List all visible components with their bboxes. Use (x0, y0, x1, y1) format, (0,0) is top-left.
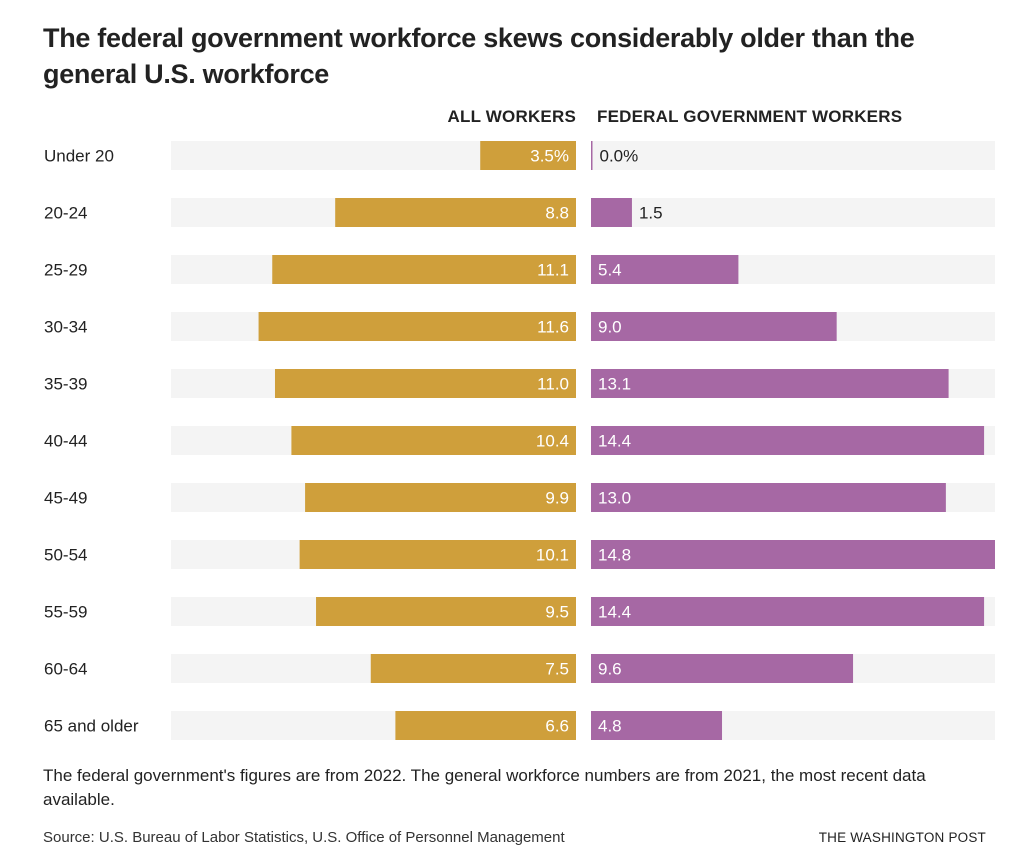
bar-federal-workers (591, 597, 985, 626)
bar-all-workers (316, 597, 576, 626)
value-label-federal-workers: 0.0% (600, 147, 639, 166)
value-label-all-workers: 11.1 (537, 261, 569, 280)
bar-federal-workers (591, 369, 949, 398)
category-label: 20-24 (44, 204, 87, 223)
chart-note: The federal government's figures are fro… (43, 766, 926, 809)
category-label: 45-49 (44, 489, 87, 508)
value-label-all-workers: 11.0 (537, 375, 569, 394)
bar-all-workers (305, 483, 576, 512)
value-label-all-workers: 7.5 (545, 660, 569, 679)
bar-federal-workers (591, 654, 854, 683)
bar-all-workers (274, 369, 576, 398)
value-label-all-workers: 10.4 (536, 432, 569, 451)
category-label: 55-59 (44, 603, 87, 622)
column-header-federal-workers: FEDERAL GOVERNMENT WORKERS (597, 107, 903, 126)
value-label-all-workers: 9.5 (545, 603, 569, 622)
bar-all-workers (395, 711, 576, 740)
value-label-federal-workers: 9.0 (598, 318, 622, 337)
category-label: 35-39 (44, 375, 87, 394)
value-label-all-workers: 8.8 (545, 204, 569, 223)
bar-federal-workers (591, 255, 739, 284)
value-label-federal-workers: 5.4 (598, 261, 622, 280)
value-label-all-workers: 6.6 (545, 717, 569, 736)
bar-all-workers (370, 654, 576, 683)
category-label: 50-54 (44, 546, 87, 565)
value-label-federal-workers: 9.6 (598, 660, 622, 679)
chart-source: Source: U.S. Bureau of Labor Statistics,… (43, 829, 565, 846)
bar-federal-workers (591, 426, 985, 455)
column-header-all-workers: ALL WORKERS (447, 107, 576, 126)
category-label: 25-29 (44, 261, 87, 280)
bar-federal-workers (591, 540, 995, 569)
category-label: 65 and older (44, 717, 139, 736)
category-label: 40-44 (44, 432, 87, 451)
bar-all-workers (258, 312, 576, 341)
value-label-all-workers: 9.9 (545, 489, 569, 508)
value-label-all-workers: 11.6 (537, 318, 569, 337)
category-label: 60-64 (44, 660, 87, 679)
category-label: Under 20 (44, 147, 114, 166)
bar-all-workers (335, 198, 576, 227)
track-federal-workers (591, 198, 995, 227)
chart-title: The federal government workforce skews c… (43, 23, 915, 89)
value-label-federal-workers: 1.5 (639, 204, 663, 223)
brand-credit: THE WASHINGTON POST (818, 830, 986, 845)
value-label-all-workers: 3.5% (530, 147, 569, 166)
bar-all-workers (299, 540, 576, 569)
value-label-federal-workers: 13.1 (598, 375, 631, 394)
value-label-federal-workers: 14.8 (598, 546, 631, 565)
bar-all-workers (272, 255, 576, 284)
value-label-federal-workers: 4.8 (598, 717, 622, 736)
bar-federal-workers (591, 198, 632, 227)
bar-all-workers (480, 141, 576, 170)
value-label-federal-workers: 14.4 (598, 603, 631, 622)
bar-federal-workers (591, 483, 946, 512)
bar-federal-workers (591, 711, 723, 740)
bar-all-workers (291, 426, 576, 455)
value-label-all-workers: 10.1 (536, 546, 569, 565)
category-label: 30-34 (44, 318, 87, 337)
bar-federal-workers (591, 312, 837, 341)
bar-federal-workers (591, 141, 593, 170)
track-federal-workers (591, 141, 995, 170)
value-label-federal-workers: 14.4 (598, 432, 631, 451)
value-label-federal-workers: 13.0 (598, 489, 631, 508)
